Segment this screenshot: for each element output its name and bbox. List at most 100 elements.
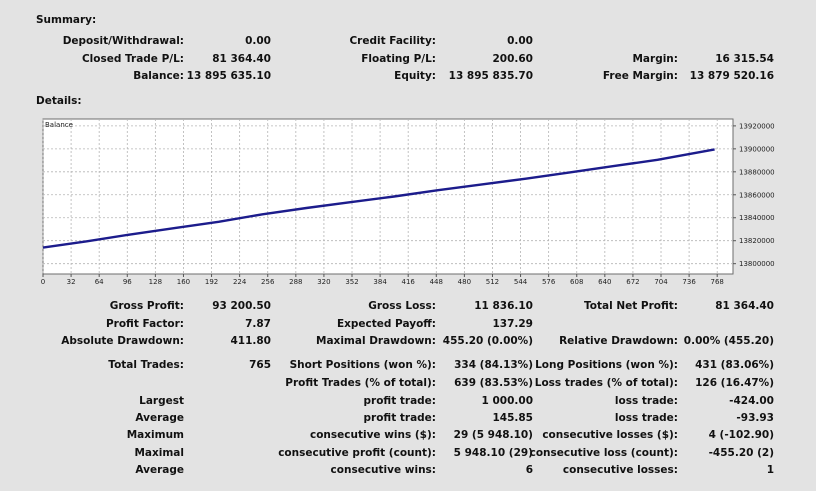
x-tick-label: 160: [177, 278, 190, 284]
gross-profit-label: Gross Profit:: [109, 300, 184, 312]
x-tick-label: 288: [289, 278, 302, 284]
avg-consecutive-losses-label: consecutive losses:: [562, 464, 678, 476]
y-tick-label: 13900000: [739, 145, 775, 153]
absolute-drawdown-label: Absolute Drawdown:: [61, 335, 184, 347]
total-trades-label: Total Trades:: [108, 359, 184, 371]
x-tick-label: 448: [430, 278, 443, 284]
largest-loss-label: loss trade:: [614, 395, 678, 407]
y-tick-label: 13920000: [739, 122, 775, 130]
avg-consecutive-wins-label: consecutive wins:: [330, 464, 436, 476]
loss-trades-value: 126 (16.47%): [695, 377, 774, 389]
loss-trades-label: Loss trades (% of total):: [534, 377, 678, 389]
margin-label: Margin:: [632, 53, 678, 65]
x-tick-label: 480: [458, 278, 471, 284]
average-profit-value: 145.85: [492, 412, 533, 424]
gross-loss-value: 11 836.10: [474, 300, 533, 312]
credit-value: 0.00: [507, 35, 533, 47]
x-tick-label: 224: [233, 278, 247, 284]
average-label: Average: [135, 412, 184, 424]
x-tick-label: 416: [402, 278, 416, 284]
summary-heading: Summary:: [36, 14, 97, 26]
floating-pl-label: Floating P/L:: [361, 53, 436, 65]
max-consecutive-wins-value: 29 (5 948.10): [453, 429, 533, 441]
balance-label: Balance:: [133, 70, 184, 82]
net-profit-label: Total Net Profit:: [583, 300, 678, 312]
x-tick-label: 384: [373, 278, 387, 284]
x-tick-label: 0: [41, 278, 45, 284]
balance-series-line: [42, 148, 715, 249]
long-positions-label: Long Positions (won %):: [535, 359, 678, 371]
maximal-consecutive-loss-label: consecutive loss (count):: [529, 447, 678, 459]
avg-consecutive-losses-value: 1: [766, 464, 774, 476]
average-profit-label: profit trade:: [363, 412, 437, 424]
x-tick-label: 544: [514, 278, 528, 284]
largest-loss-value: -424.00: [729, 395, 774, 407]
average-loss-label: loss trade:: [614, 412, 678, 424]
largest-label: Largest: [139, 395, 184, 407]
y-tick-label: 13840000: [739, 214, 775, 222]
relative-drawdown-label: Relative Drawdown:: [559, 335, 678, 347]
gross-loss-label: Gross Loss:: [368, 300, 436, 312]
free-margin-label: Free Margin:: [602, 70, 678, 82]
x-tick-label: 576: [542, 278, 556, 284]
x-tick-label: 256: [261, 278, 275, 284]
average-consecutive-label: Average: [135, 464, 184, 476]
maximal-drawdown-label: Maximal Drawdown:: [316, 335, 436, 347]
largest-profit-value: 1 000.00: [481, 395, 533, 407]
net-profit-value: 81 364.40: [715, 300, 774, 312]
avg-consecutive-wins-value: 6: [525, 464, 533, 476]
x-tick-label: 32: [67, 278, 76, 284]
margin-value: 16 315.54: [715, 53, 774, 65]
x-tick-label: 608: [570, 278, 583, 284]
maximal-consecutive-profit-value: 5 948.10 (29): [453, 447, 533, 459]
equity-value: 13 895 835.70: [448, 70, 533, 82]
closed-pl-value: 81 364.40: [212, 53, 271, 65]
largest-profit-label: profit trade:: [363, 395, 437, 407]
x-tick-label: 512: [486, 278, 499, 284]
x-tick-label: 640: [598, 278, 611, 284]
y-tick-label: 13860000: [739, 191, 775, 199]
total-trades-value: 765: [249, 359, 271, 371]
maximal-consecutive-profit-label: consecutive profit (count):: [278, 447, 436, 459]
y-tick-label: 13800000: [739, 260, 775, 268]
maximum-label: Maximum: [126, 429, 184, 441]
profit-trades-value: 639 (83.53%): [454, 377, 533, 389]
closed-pl-label: Closed Trade P/L:: [81, 53, 184, 65]
x-tick-label: 704: [654, 278, 668, 284]
x-tick-label: 768: [711, 278, 724, 284]
short-positions-value: 334 (84.13%): [454, 359, 533, 371]
gross-profit-value: 93 200.50: [212, 300, 271, 312]
x-tick-label: 64: [95, 278, 104, 284]
x-tick-label: 352: [345, 278, 358, 284]
max-consecutive-losses-value: 4 (-102.90): [708, 429, 774, 441]
floating-pl-value: 200.60: [492, 53, 533, 65]
absolute-drawdown-value: 411.80: [230, 335, 271, 347]
details-heading: Details:: [36, 95, 82, 107]
chart-title: Balance: [45, 121, 73, 129]
balance-chart-svg: 0 32 64 96 128 160 192 224 256 288 320 352 384 416 448…: [41, 118, 775, 286]
max-consecutive-wins-label: consecutive wins ($):: [309, 429, 436, 441]
equity-label: Equity:: [394, 70, 436, 82]
maximal-label: Maximal: [134, 447, 184, 459]
maximal-consecutive-loss-value: -455.20 (2): [708, 447, 774, 459]
credit-label: Credit Facility:: [349, 35, 436, 47]
maximal-drawdown-value: 455.20 (0.00%): [442, 335, 533, 347]
balance-chart: 0 32 64 96 128 160 192 224 256 288 320 352 384 416 448…: [40, 116, 775, 286]
y-tick-label: 13880000: [739, 168, 775, 176]
x-tick-label: 672: [626, 278, 639, 284]
expected-payoff-value: 137.29: [492, 318, 533, 330]
deposit-label: Deposit/Withdrawal:: [62, 35, 184, 47]
x-tick-label: 320: [317, 278, 330, 284]
y-tick-label: 13820000: [739, 237, 775, 245]
relative-drawdown-value: 0.00% (455.20): [683, 335, 774, 347]
profit-trades-label: Profit Trades (% of total):: [285, 377, 436, 389]
x-tick-label: 192: [205, 278, 218, 284]
balance-value: 13 895 635.10: [186, 70, 271, 82]
profit-factor-label: Profit Factor:: [105, 318, 184, 330]
max-consecutive-losses-label: consecutive losses ($):: [542, 429, 678, 441]
x-tick-label: 736: [682, 278, 696, 284]
long-positions-value: 431 (83.06%): [695, 359, 774, 371]
x-tick-label: 96: [123, 278, 132, 284]
profit-factor-value: 7.87: [245, 318, 271, 330]
average-loss-value: -93.93: [736, 412, 774, 424]
